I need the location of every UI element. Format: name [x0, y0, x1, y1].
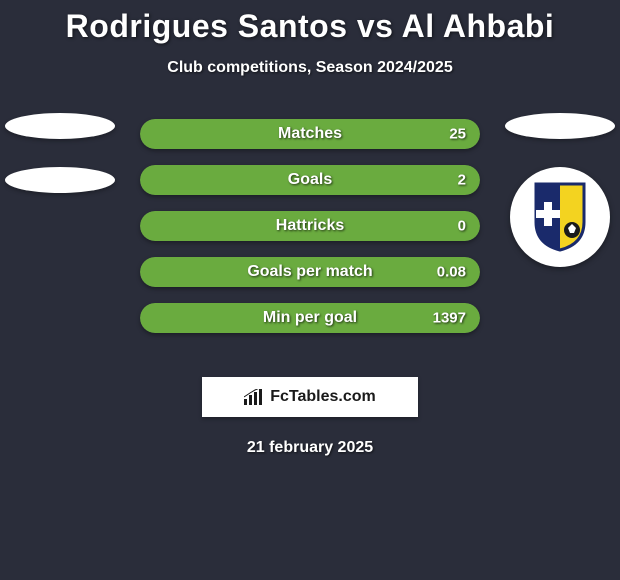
right-player-icons	[500, 113, 620, 267]
left-player-icons	[0, 113, 120, 221]
stat-bar: Goals per match 0.08	[140, 257, 480, 287]
player-ellipse-icon	[505, 113, 615, 139]
bar-label: Goals	[288, 171, 332, 189]
club-logo-icon	[510, 167, 610, 267]
bar-label: Min per goal	[263, 309, 357, 327]
bar-label: Matches	[278, 125, 342, 143]
bar-label: Hattricks	[276, 217, 344, 235]
stat-bar: Hattricks 0	[140, 211, 480, 241]
bar-value-right: 25	[449, 126, 466, 143]
stat-bar: Matches 25	[140, 119, 480, 149]
brand-text: FcTables.com	[270, 388, 376, 406]
bar-label: Goals per match	[247, 263, 372, 281]
bar-value-right: 0.08	[437, 264, 466, 281]
shield-icon	[532, 182, 588, 252]
subtitle: Club competitions, Season 2024/2025	[0, 59, 620, 77]
chart-area: Matches 25 Goals 2 Hattricks 0 Goals per match…	[0, 119, 620, 359]
stat-bars: Matches 25 Goals 2 Hattricks 0 Goals per match…	[140, 119, 480, 349]
club-ellipse-icon	[5, 167, 115, 193]
stat-bar: Goals 2	[140, 165, 480, 195]
brand-box[interactable]: FcTables.com	[202, 377, 418, 417]
date-text: 21 february 2025	[0, 439, 620, 457]
page-title: Rodrigues Santos vs Al Ahbabi	[0, 8, 620, 45]
bar-value-right: 1397	[433, 310, 466, 327]
infographic-container: Rodrigues Santos vs Al Ahbabi Club compe…	[0, 0, 620, 457]
bar-value-right: 0	[458, 218, 466, 235]
bar-chart-icon	[244, 389, 264, 405]
bar-value-right: 2	[458, 172, 466, 189]
player-ellipse-icon	[5, 113, 115, 139]
stat-bar: Min per goal 1397	[140, 303, 480, 333]
